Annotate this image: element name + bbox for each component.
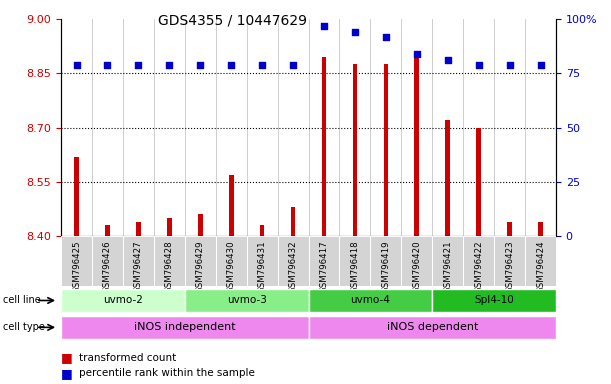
- Bar: [340, 236, 370, 286]
- Point: [319, 23, 329, 29]
- Point: [257, 62, 267, 68]
- Point: [443, 57, 453, 63]
- Text: GSM796424: GSM796424: [536, 240, 545, 293]
- Text: GSM796420: GSM796420: [412, 240, 422, 293]
- Bar: [61, 316, 309, 339]
- Text: GSM796428: GSM796428: [165, 240, 174, 293]
- Point: [412, 51, 422, 57]
- Text: iNOS independent: iNOS independent: [134, 322, 236, 333]
- Bar: [61, 236, 92, 286]
- Bar: [322, 57, 326, 236]
- Text: transformed count: transformed count: [79, 353, 177, 363]
- Text: GSM796431: GSM796431: [258, 240, 266, 293]
- Text: GSM796426: GSM796426: [103, 240, 112, 293]
- Bar: [414, 57, 419, 236]
- Point: [134, 62, 144, 68]
- Bar: [260, 225, 265, 236]
- Text: iNOS dependent: iNOS dependent: [387, 322, 478, 333]
- Bar: [353, 65, 357, 236]
- Text: GSM796430: GSM796430: [227, 240, 236, 293]
- Point: [381, 33, 391, 40]
- Bar: [277, 236, 309, 286]
- Bar: [247, 236, 277, 286]
- Text: Spl4-10: Spl4-10: [474, 295, 514, 306]
- Bar: [384, 65, 388, 236]
- Text: GSM796429: GSM796429: [196, 240, 205, 293]
- Bar: [92, 236, 123, 286]
- Point: [226, 62, 236, 68]
- Bar: [309, 236, 340, 286]
- Point: [288, 62, 298, 68]
- Bar: [477, 128, 481, 236]
- Text: uvmo-3: uvmo-3: [227, 295, 266, 306]
- Bar: [123, 236, 154, 286]
- Text: GSM796418: GSM796418: [351, 240, 359, 293]
- Bar: [370, 236, 401, 286]
- Bar: [136, 222, 141, 236]
- Text: GSM796423: GSM796423: [505, 240, 514, 293]
- Bar: [463, 236, 494, 286]
- Text: GSM796427: GSM796427: [134, 240, 143, 293]
- Text: ■: ■: [61, 351, 73, 364]
- Text: cell type: cell type: [3, 322, 45, 333]
- Bar: [154, 236, 185, 286]
- Bar: [433, 236, 463, 286]
- Text: GSM796421: GSM796421: [443, 240, 452, 293]
- Point: [196, 62, 205, 68]
- Point: [350, 29, 360, 35]
- Bar: [185, 236, 216, 286]
- Bar: [309, 289, 433, 312]
- Bar: [185, 289, 309, 312]
- Point: [505, 62, 514, 68]
- Bar: [538, 222, 543, 236]
- Text: GSM796419: GSM796419: [381, 240, 390, 293]
- Text: GSM796432: GSM796432: [288, 240, 298, 293]
- Bar: [445, 121, 450, 236]
- Text: uvmo-4: uvmo-4: [351, 295, 390, 306]
- Text: GDS4355 / 10447629: GDS4355 / 10447629: [158, 13, 307, 27]
- Bar: [433, 289, 556, 312]
- Point: [164, 62, 174, 68]
- Bar: [216, 236, 247, 286]
- Bar: [198, 214, 203, 236]
- Point: [103, 62, 112, 68]
- Text: GSM796425: GSM796425: [72, 240, 81, 293]
- Text: GSM796417: GSM796417: [320, 240, 329, 293]
- Bar: [75, 157, 79, 236]
- Bar: [507, 222, 512, 236]
- Text: cell line: cell line: [3, 295, 41, 306]
- Point: [71, 62, 81, 68]
- Bar: [494, 236, 525, 286]
- Bar: [167, 218, 172, 236]
- Bar: [309, 316, 556, 339]
- Bar: [61, 289, 185, 312]
- Bar: [229, 175, 233, 236]
- Text: percentile rank within the sample: percentile rank within the sample: [79, 368, 255, 378]
- Text: GSM796422: GSM796422: [474, 240, 483, 293]
- Text: ■: ■: [61, 367, 73, 380]
- Text: uvmo-2: uvmo-2: [103, 295, 143, 306]
- Bar: [291, 207, 295, 236]
- Point: [536, 62, 546, 68]
- Bar: [105, 225, 110, 236]
- Bar: [401, 236, 433, 286]
- Bar: [525, 236, 556, 286]
- Point: [474, 62, 483, 68]
